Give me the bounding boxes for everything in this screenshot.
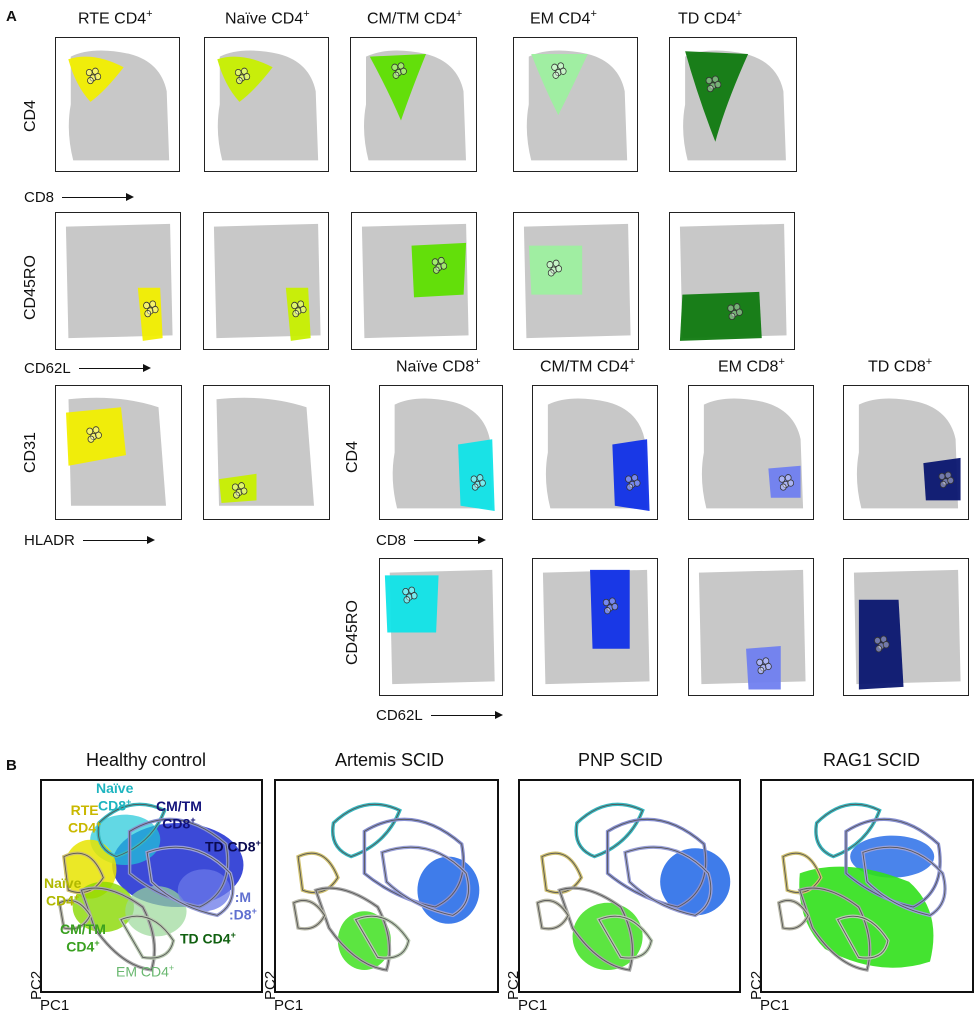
label-cmtm-cd8: CM/TM CD8+ [156, 798, 202, 832]
title-rte-cd4: RTE CD4+ [78, 8, 153, 28]
arrow-icon [62, 193, 135, 200]
arrow-icon [430, 711, 503, 718]
flow-plot-cmtm-cd8-cd45ro [532, 558, 658, 696]
flow-plot-cmtm-cd8 [532, 385, 658, 520]
flow-plot-rte-cd4 [55, 37, 180, 172]
title-pnp-scid: PNP SCID [578, 750, 663, 770]
title-td-cd4: TD CD4+ [678, 8, 743, 28]
cd8-row4-ylabel: CD45RO [344, 600, 361, 665]
flow-plot-em-cd8 [688, 385, 814, 520]
title-naive-cd4: Naïve CD4+ [225, 8, 310, 28]
pc2-label-rag1: PC2 [748, 970, 765, 1000]
row1-xlabel: CD8 [24, 189, 135, 206]
label-em-cd4: EM CD4+ [116, 963, 175, 980]
flow-plot-td-cd4 [669, 37, 797, 172]
title-naive-cd8: Naïve CD8+ [396, 356, 481, 376]
flow-plot-td-cd8-cd45ro [843, 558, 969, 696]
pca-plot-pnp [518, 779, 741, 993]
flow-plot-rte-cd31 [55, 385, 182, 520]
pc1-label-rag1: PC1 [760, 997, 790, 1014]
title-em-cd8: EM CD8+ [718, 356, 785, 376]
panel-a-letter: A [6, 8, 17, 25]
row1-ylabel: CD4 [22, 99, 39, 132]
flow-plot-naive-cd8 [379, 385, 503, 520]
label-naive-cd8: Naïve CD8+ [96, 780, 134, 814]
flow-plot-cmtm-cd4 [350, 37, 477, 172]
flow-plot-em-cd45ro [513, 212, 639, 350]
row3-ylabel: CD31 [22, 432, 39, 473]
title-healthy-control: Healthy control [86, 750, 207, 770]
row3-xlabel: HLADR [24, 532, 155, 549]
pc2-label-hc: PC2 [28, 970, 45, 1000]
pc1-label-pnp: PC1 [518, 997, 548, 1014]
label-em-cd8: :M:D8+ [229, 889, 257, 923]
arrow-icon [414, 536, 487, 543]
title-em-cd4: EM CD4+ [530, 8, 597, 28]
pc2-label-artemis: PC2 [262, 970, 279, 1000]
title-cmtm-cd4: CM/TM CD4+ [367, 8, 463, 28]
title-cmtm-cd8: CM/TM CD4+ [540, 356, 636, 376]
title-td-cd8: TD CD8+ [868, 356, 933, 376]
title-artemis-scid: Artemis SCID [335, 750, 445, 770]
flow-plot-cmtm-cd45ro [351, 212, 477, 350]
panel-b-letter: B [6, 757, 17, 774]
pca-plot-artemis [274, 779, 499, 993]
pca-plot-rag1 [760, 779, 974, 993]
label-naive-cd4: Naïve CD4+ [44, 875, 82, 909]
arrow-icon [82, 536, 155, 543]
cd8-row3-xlabel: CD8 [376, 532, 487, 549]
title-rag1-scid: RAG1 SCID [823, 750, 921, 770]
flow-plot-naive-cd31 [203, 385, 330, 520]
pc1-label-artemis: PC1 [274, 997, 304, 1014]
arrow-icon [78, 364, 151, 371]
flow-plot-em-cd4 [513, 37, 638, 172]
flow-plot-naive-cd4 [204, 37, 329, 172]
row2-ylabel: CD45RO [22, 255, 39, 320]
label-td-cd4: TD CD4+ [180, 930, 236, 947]
pc1-label-hc: PC1 [40, 997, 70, 1014]
flow-plot-rte-cd45ro [55, 212, 181, 350]
pca-plot-healthy [40, 779, 263, 993]
cd8-row4-xlabel: CD62L [376, 707, 503, 724]
flow-plot-naive-cd8-cd45ro [379, 558, 503, 696]
flow-plot-td-cd8 [843, 385, 969, 520]
pc2-label-pnp: PC2 [505, 970, 522, 1000]
flow-plot-naive-cd45ro [203, 212, 329, 350]
cd8-row3-ylabel: CD4 [344, 440, 361, 473]
label-rte-cd4: RTE CD4+ [68, 802, 102, 836]
flow-plot-em-cd8-cd45ro [688, 558, 814, 696]
row2-xlabel: CD62L [24, 360, 151, 377]
label-td-cd8: TD CD8+ [205, 838, 261, 855]
label-cmtm-cd4: CM/TM CD4+ [60, 921, 106, 955]
flow-plot-td-cd45ro [669, 212, 795, 350]
